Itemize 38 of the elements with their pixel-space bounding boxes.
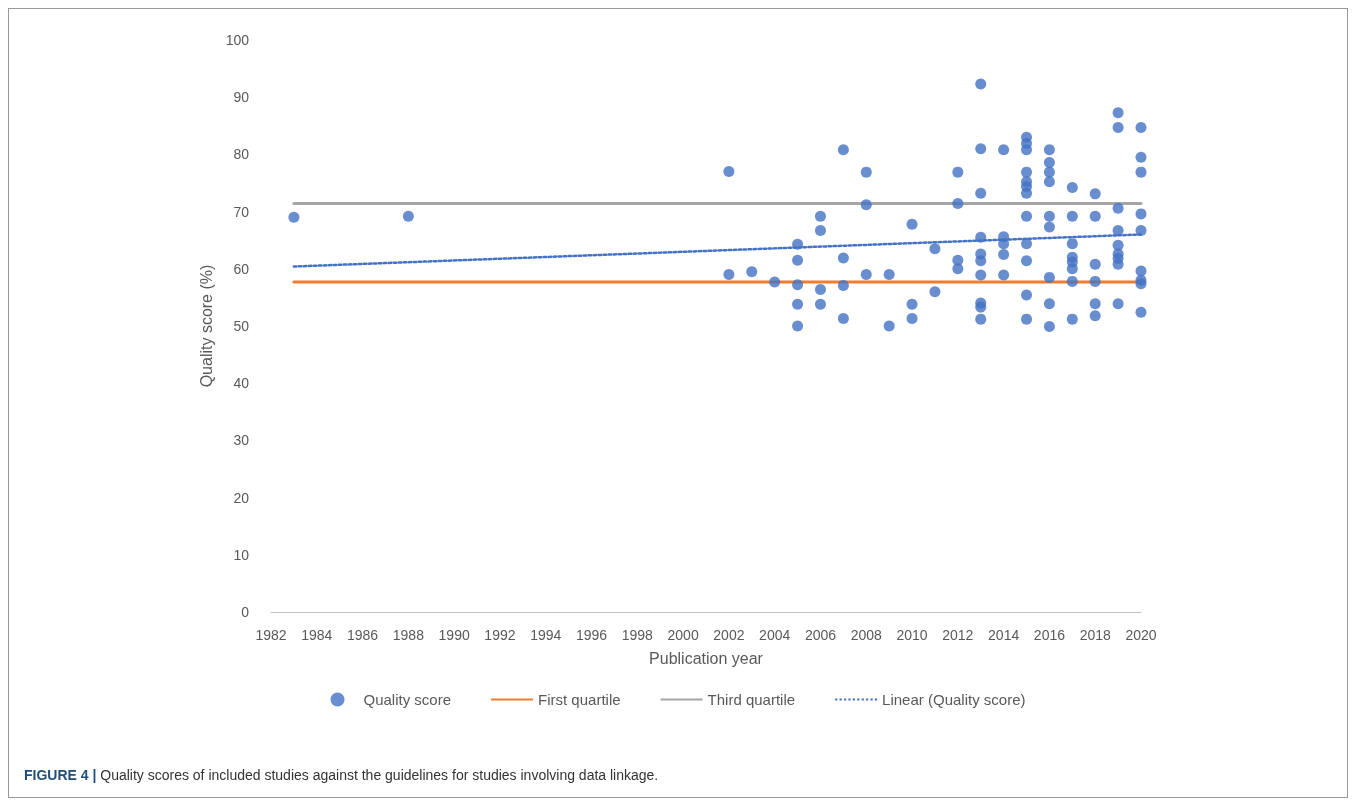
x-tick-label: 1996 bbox=[575, 627, 608, 643]
x-tick-label: 1998 bbox=[621, 627, 654, 643]
x-tick-label: 1982 bbox=[255, 627, 287, 643]
y-tick-label: 70 bbox=[233, 203, 250, 220]
x-tick-label: 2014 bbox=[988, 627, 1020, 643]
x-tick-label: 1990 bbox=[438, 627, 470, 643]
y-tick-label: 90 bbox=[233, 89, 250, 106]
x-tick-label: 2020 bbox=[1125, 627, 1157, 643]
x-tick-label: 2012 bbox=[942, 627, 974, 643]
x-tick-label: 2002 bbox=[713, 627, 745, 643]
y-tick-label: 0 bbox=[241, 604, 250, 620]
y-axis-title: Quality score (%) bbox=[198, 264, 216, 388]
x-tick-label: 1984 bbox=[301, 627, 333, 643]
y-tick-label: 100 bbox=[225, 32, 250, 48]
legend-label: Quality score bbox=[363, 691, 452, 708]
legend-label: Linear (Quality score) bbox=[882, 691, 1026, 708]
x-axis-title: Publication year bbox=[649, 649, 764, 667]
x-tick-label: 2018 bbox=[1079, 627, 1111, 643]
y-tick-label: 60 bbox=[233, 260, 250, 277]
x-tick-label: 1992 bbox=[484, 627, 516, 643]
legend-label: First quartile bbox=[538, 691, 621, 708]
caption: FIGURE 4 | Quality scores of included studies against the guidelines for studies involving data linkage. bbox=[24, 767, 659, 783]
legend-label: Third quartile bbox=[707, 691, 796, 708]
x-tick-label: 1994 bbox=[530, 627, 562, 643]
x-tick-label: 1986 bbox=[347, 627, 379, 643]
y-tick-label: 10 bbox=[233, 546, 250, 563]
x-tick-label: 2000 bbox=[667, 627, 699, 643]
x-tick-label: 2004 bbox=[759, 627, 791, 643]
x-tick-label: 2008 bbox=[850, 627, 883, 643]
x-tick-label: 1988 bbox=[392, 627, 425, 643]
y-tick-label: 80 bbox=[233, 146, 250, 163]
x-tick-label: 2016 bbox=[1033, 627, 1066, 643]
x-tick-label: 2006 bbox=[804, 627, 837, 643]
y-tick-label: 30 bbox=[233, 432, 250, 449]
y-tick-label: 20 bbox=[233, 489, 250, 506]
y-tick-label: 40 bbox=[233, 375, 250, 392]
x-tick-label: 2010 bbox=[896, 627, 928, 643]
y-tick-label: 50 bbox=[233, 318, 250, 334]
